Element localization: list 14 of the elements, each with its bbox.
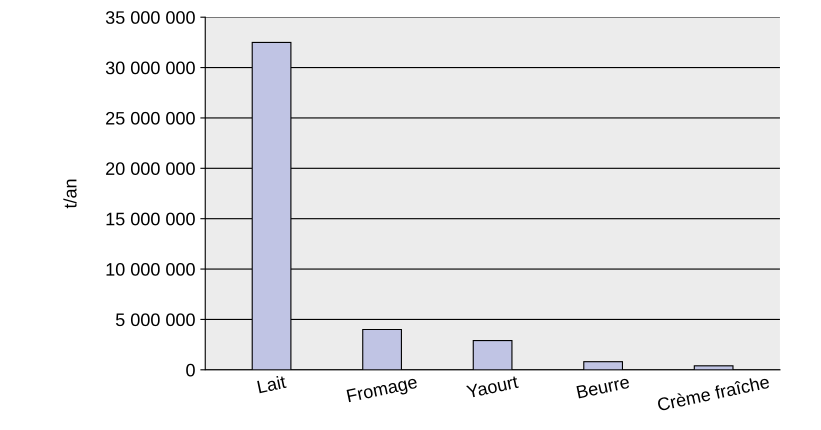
y-tick-label: 20 000 000 [106, 162, 195, 176]
x-tick-label: Yaourt [466, 375, 519, 398]
x-tick-label: Fromage [346, 375, 418, 406]
y-tick-label: 35 000 000 [106, 11, 195, 24]
y-axis-title: t/an [63, 180, 77, 208]
y-tick-label: 10 000 000 [106, 262, 195, 276]
y-tick-label: 30 000 000 [106, 62, 195, 74]
y-tick-label: 25 000 000 [106, 112, 195, 125]
x-tick-label: Crème fraîche [656, 374, 770, 412]
y-tick-label: 15 000 000 [106, 212, 195, 226]
y-tick-label: 5 000 000 [116, 313, 195, 326]
x-tick-label: Beurre [576, 375, 630, 399]
y-tick-label: 0 [186, 364, 195, 377]
x-tick-label: Lait [257, 374, 287, 394]
